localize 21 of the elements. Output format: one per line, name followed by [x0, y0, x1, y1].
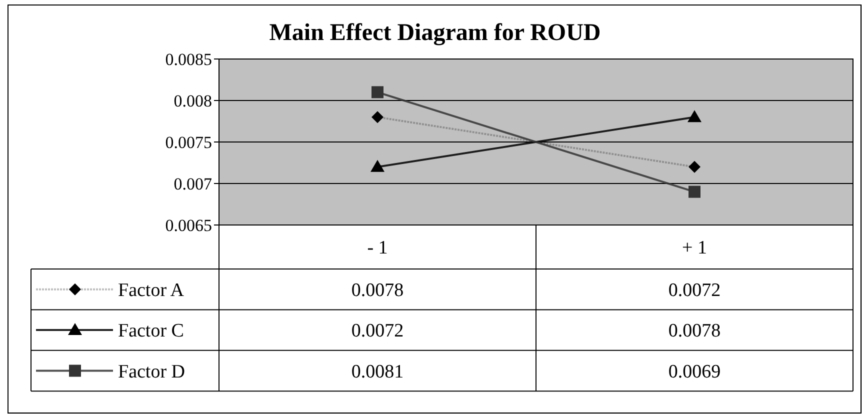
x-tick-label: - 1 [367, 238, 388, 259]
chart-title: Main Effect Diagram for ROUD [269, 20, 601, 46]
data-label: 0.0069 [668, 361, 721, 382]
point [688, 186, 700, 198]
x-tick-label: + 1 [682, 238, 707, 259]
legend-label: Factor D [118, 361, 186, 382]
data-label: 0.0078 [351, 280, 404, 301]
data-label: 0.0081 [351, 361, 404, 382]
data-label: 0.0078 [668, 320, 721, 342]
y-tick-label: 0.0085 [165, 50, 212, 69]
data-label: 0.0072 [351, 320, 404, 342]
y-tick-label: 0.007 [174, 174, 212, 194]
point [372, 86, 384, 98]
point [372, 111, 384, 124]
point [688, 160, 700, 173]
legend-label: Factor C [118, 320, 184, 342]
y-tick-label: 0.0075 [165, 132, 212, 152]
y-tick-label: 0.0065 [165, 216, 212, 235]
legend-label: Factor A [118, 280, 184, 301]
y-tick-label: 0.008 [174, 91, 212, 110]
data-label: 0.0072 [668, 280, 721, 301]
